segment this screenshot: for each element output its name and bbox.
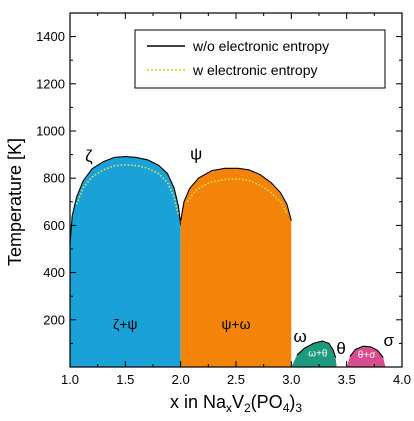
phase-label: ω (294, 327, 307, 346)
solid-boundary-4 (349, 345, 384, 358)
phase-region-4 (346, 346, 386, 367)
x-axis-title-sub: 2 (244, 401, 251, 415)
x-axis-title-part: ) (289, 392, 295, 412)
phase-label: σ (383, 331, 394, 350)
x-axis-title-sub: 4 (283, 401, 290, 415)
x-axis-title-part: x in Na (170, 392, 227, 412)
dotted-boundary-1 (75, 163, 180, 217)
phase-label: θ (336, 339, 345, 358)
x-axis-title: x in NaxV2(PO4)3 (170, 392, 302, 415)
legend: w/o electronic entropy w electronic entr… (134, 29, 386, 89)
legend-label-without-electronic-entropy: w/o electronic entropy (192, 38, 329, 54)
phase-regions (69, 155, 386, 367)
y-tick-label: 200 (43, 312, 65, 327)
axis-ticks: 1.0 1.5 2.0 2.5 3.0 3.5 4.0 200 400 600 800 1000 120… (36, 13, 411, 387)
y-tick-label: 1000 (36, 124, 65, 139)
x-tick-label: 2.0 (172, 372, 190, 387)
y-tick-label: 1400 (36, 29, 65, 44)
x-axis-title-sub: x (226, 401, 232, 415)
phase-region-2 (180, 168, 292, 367)
y-tick-label: 400 (43, 265, 65, 280)
y-tick-label: 1200 (36, 76, 65, 91)
legend-label-with-electronic-entropy: w electronic entropy (192, 62, 318, 78)
solid-boundary-2 (180, 167, 292, 221)
y-tick-label: 600 (43, 218, 65, 233)
solid-boundary-3 (296, 340, 337, 358)
x-axis-title-part: V (232, 392, 244, 412)
dotted-boundary-2 (186, 178, 288, 214)
legend-box (134, 29, 386, 89)
solid-boundary-1 (69, 155, 182, 245)
phase-label: ψ (190, 144, 202, 163)
x-tick-label: 1.0 (61, 372, 79, 387)
phase-label: ζ (85, 147, 93, 166)
x-tick-label: 3.5 (338, 372, 356, 387)
region-label: θ+σ (358, 350, 376, 361)
phase-labels: ζ ψ ω θ σ ζ+ψ ψ+ω ω+θ θ+σ (85, 144, 394, 361)
phase-region-1 (70, 156, 181, 367)
x-axis-title-part: (PO (251, 392, 283, 412)
x-tick-label: 1.5 (116, 372, 134, 387)
x-tick-label: 2.5 (227, 372, 245, 387)
plot-frame (69, 12, 403, 368)
region-label: ψ+ω (221, 316, 250, 332)
x-tick-label: 3.0 (282, 372, 300, 387)
region-label: ω+θ (308, 348, 328, 359)
x-axis-title-sub: 3 (295, 401, 302, 415)
x-tick-label: 4.0 (393, 372, 411, 387)
y-axis-title: Temperature [K] (5, 138, 25, 266)
y-tick-label: 800 (43, 171, 65, 186)
phase-region-3 (291, 341, 337, 367)
region-label: ζ+ψ (113, 316, 137, 332)
